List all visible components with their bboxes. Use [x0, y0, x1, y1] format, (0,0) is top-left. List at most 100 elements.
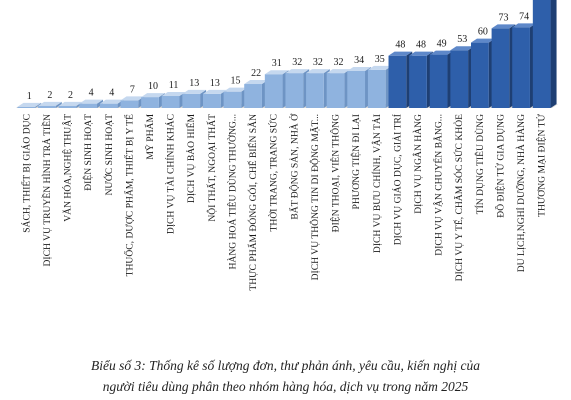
bar: [491, 24, 516, 108]
bar: [285, 69, 310, 108]
category-label: DỊCH VỤ VẬN CHUYỂN BẰNG...: [432, 114, 445, 256]
bar-top: [244, 80, 268, 85]
category-label: VĂN HÓA,NGHỆ THUẬT: [62, 114, 74, 222]
category-label: TÍN DỤNG TIÊU DÙNG: [474, 114, 486, 214]
bar-top: [79, 99, 104, 104]
bar-value-label: 32: [292, 57, 302, 68]
bar: [182, 89, 207, 108]
category-label: BẤT ĐỘNG SẢN, NHÀ Ở: [287, 113, 300, 220]
bar-side: [550, 0, 557, 108]
bar: [409, 51, 433, 108]
bar-front: [491, 28, 510, 108]
bar-top: [367, 65, 392, 70]
bar-front: [512, 27, 530, 109]
bar: [244, 80, 268, 108]
bar-value-label: 15: [230, 76, 240, 87]
bar-value-label: 53: [457, 34, 467, 45]
bar-value-label: 60: [478, 27, 488, 38]
bar-top: [38, 101, 62, 106]
category-label: ĐIỆN SINH HOẠT: [82, 114, 94, 191]
bar-front: [223, 91, 242, 108]
bar-front: [161, 96, 180, 108]
bar-front: [58, 105, 77, 108]
bar-top: [470, 38, 495, 43]
category-label: NỘI THẤT, NGOẠI THẤT: [205, 114, 218, 222]
bar-value-label: 73: [498, 12, 508, 23]
bar-front: [79, 103, 98, 108]
bar-front: [285, 73, 304, 108]
category-label: DỊCH VỤ TRUYỀN HÌNH TRẢ TIỀN: [40, 114, 53, 267]
bar-front: [38, 105, 56, 108]
bar: [38, 101, 62, 108]
bar: [141, 93, 165, 108]
chart-caption: Biểu số 3: Thống kê số lượng đơn, thư ph…: [0, 355, 571, 397]
bar-front: [141, 97, 159, 108]
category-label: DỊCH VỤ TÀI CHÍNH KHÁC: [165, 114, 177, 234]
bar-value-label: 32: [334, 57, 344, 68]
category-label: THUỐC, DƯỢC PHẨM, THIẾT BỊ Y TẾ: [122, 114, 135, 277]
bar-front: [326, 73, 345, 108]
bar-value-label: 22: [251, 68, 261, 79]
bars-group: [17, 0, 557, 109]
bar-front: [182, 93, 201, 108]
category-label: DỊCH VỤ BƯU CHÍNH, VẬN TẢI: [371, 114, 383, 253]
bar: [264, 70, 289, 108]
bar-front: [532, 0, 551, 108]
bar-front: [99, 103, 118, 108]
bar-front: [429, 54, 448, 108]
category-label: THỜI TRANG, TRANG SỨC: [268, 114, 280, 231]
bar-top: [512, 23, 536, 28]
bar-value-label: 2: [47, 90, 52, 101]
bar-value-label: 74: [519, 11, 529, 22]
bar: [512, 23, 536, 109]
bar-top: [409, 51, 433, 56]
category-label: ĐỒ ĐIỆN TỬ GIA DỤNG: [493, 114, 506, 218]
bar: [202, 89, 227, 108]
bar-value-label: 13: [189, 78, 199, 89]
bar: [532, 0, 557, 108]
category-label: PHƯƠNG TIỆN ĐI LẠI: [350, 114, 362, 209]
bar-top: [450, 46, 475, 51]
bar-top: [429, 50, 454, 55]
bar-top: [141, 93, 165, 98]
bar-value-label: 2: [68, 90, 73, 101]
category-label: HÀNG HOÁ TIÊU DÙNG THƯỜNG...: [226, 114, 238, 270]
bar-value-label: 1: [27, 91, 32, 102]
bar: [326, 69, 351, 108]
bar: [161, 92, 186, 108]
bar-value-label: 49: [437, 39, 447, 50]
category-labels-group: SÁCH, THIẾT BỊ GIÁO DỤC DỊCH VỤ TRUYỀN HÌ…: [19, 113, 547, 291]
bar-front: [367, 69, 386, 108]
bar-top: [306, 69, 330, 74]
category-label: DỊCH VỤ BẢO HIỂM: [184, 114, 197, 204]
bar: [429, 50, 454, 108]
bar-top: [388, 51, 413, 56]
bar: [17, 102, 42, 108]
bar-top: [99, 99, 124, 104]
bar-top: [264, 70, 289, 75]
category-label: ĐIỆN THOẠI, VIỄN THÔNG: [329, 114, 342, 232]
bar-top: [223, 87, 248, 92]
bar-front: [244, 84, 262, 108]
bar-top: [285, 69, 310, 74]
bar-side: [55, 101, 62, 108]
bar-value-label: 31: [272, 58, 282, 69]
caption-line-2: người tiêu dùng phân theo nhóm hàng hóa,…: [102, 379, 469, 394]
bar-top: [326, 69, 351, 74]
bar-front: [347, 70, 366, 108]
bar-top: [58, 101, 83, 106]
bar: [367, 65, 392, 108]
bar-value-label: 10: [148, 81, 158, 92]
category-label: THỰC PHẨM ĐÓNG GÓI, CHẾ BIẾN SẴN: [246, 114, 259, 291]
bar-front: [264, 74, 283, 108]
category-label: NƯỚC SINH HOẠT: [103, 114, 115, 196]
bar-value-label: 7: [130, 84, 135, 95]
bar: [450, 46, 475, 108]
bar-front: [306, 73, 324, 108]
bar-front: [120, 100, 139, 108]
bar-value-label: 48: [416, 40, 426, 51]
bar-value-label: 32: [313, 57, 323, 68]
bar-front: [409, 55, 427, 108]
bar-front: [470, 42, 489, 108]
